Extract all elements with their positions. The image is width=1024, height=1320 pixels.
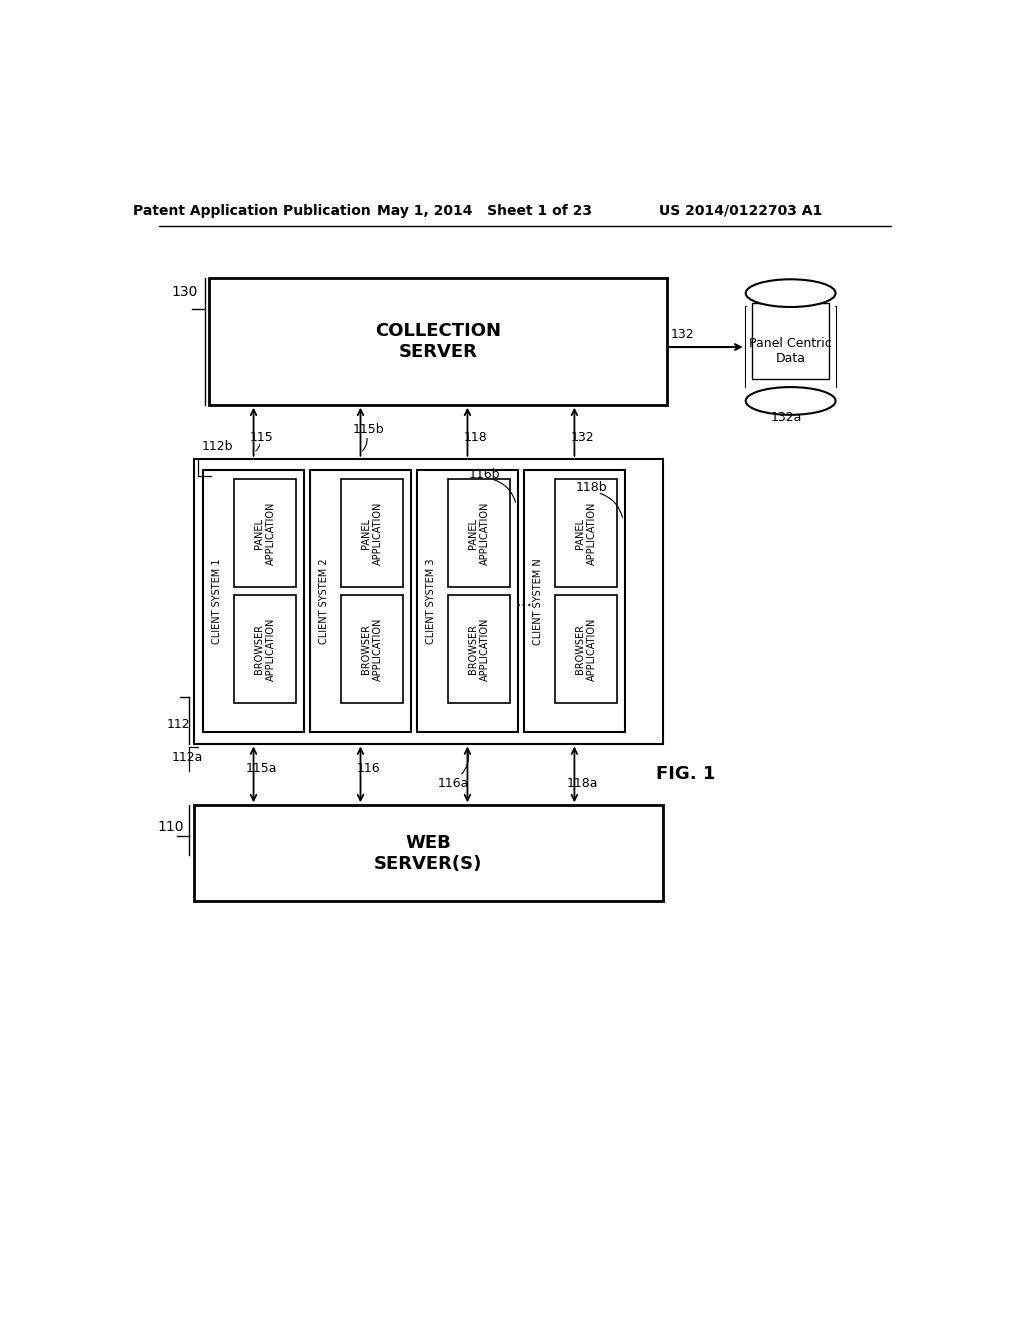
Text: 115b: 115b xyxy=(352,422,384,436)
Text: BROWSER
APPLICATION: BROWSER APPLICATION xyxy=(575,618,597,681)
Text: 112: 112 xyxy=(167,718,190,731)
FancyBboxPatch shape xyxy=(209,277,667,405)
Text: BROWSER
APPLICATION: BROWSER APPLICATION xyxy=(254,618,276,681)
Text: 132: 132 xyxy=(570,430,594,444)
FancyBboxPatch shape xyxy=(524,470,625,733)
Text: CLIENT SYSTEM 1: CLIENT SYSTEM 1 xyxy=(212,558,222,644)
Text: 112a: 112a xyxy=(172,751,204,764)
Text: FIG. 1: FIG. 1 xyxy=(656,766,716,783)
Text: 132a: 132a xyxy=(771,412,803,425)
FancyBboxPatch shape xyxy=(194,805,663,902)
FancyBboxPatch shape xyxy=(341,479,403,587)
Text: 115a: 115a xyxy=(246,762,278,775)
FancyBboxPatch shape xyxy=(203,470,304,733)
Text: PANEL
APPLICATION: PANEL APPLICATION xyxy=(575,502,597,565)
Text: 116: 116 xyxy=(356,762,380,775)
Text: PANEL
APPLICATION: PANEL APPLICATION xyxy=(468,502,489,565)
FancyBboxPatch shape xyxy=(449,479,510,587)
Text: 116b: 116b xyxy=(469,467,501,480)
Text: May 1, 2014   Sheet 1 of 23: May 1, 2014 Sheet 1 of 23 xyxy=(377,203,592,218)
Ellipse shape xyxy=(745,387,836,414)
Text: Patent Application Publication: Patent Application Publication xyxy=(133,203,371,218)
Text: 118: 118 xyxy=(463,430,487,444)
FancyBboxPatch shape xyxy=(555,479,617,587)
Text: US 2014/0122703 A1: US 2014/0122703 A1 xyxy=(658,203,822,218)
FancyBboxPatch shape xyxy=(745,308,836,401)
Text: 118b: 118b xyxy=(575,482,607,495)
Text: 116a: 116a xyxy=(438,777,469,791)
Text: CLIENT SYSTEM N: CLIENT SYSTEM N xyxy=(532,558,543,644)
Text: WEB
SERVER(S): WEB SERVER(S) xyxy=(374,834,482,873)
FancyBboxPatch shape xyxy=(310,470,411,733)
Ellipse shape xyxy=(745,280,836,308)
Text: 130: 130 xyxy=(171,285,198,298)
FancyBboxPatch shape xyxy=(194,459,663,743)
Text: 115: 115 xyxy=(250,430,273,444)
Text: PANEL
APPLICATION: PANEL APPLICATION xyxy=(254,502,276,565)
FancyBboxPatch shape xyxy=(341,595,403,702)
Text: BROWSER
APPLICATION: BROWSER APPLICATION xyxy=(361,618,383,681)
Text: COLLECTION
SERVER: COLLECTION SERVER xyxy=(375,322,501,360)
FancyBboxPatch shape xyxy=(417,470,518,733)
FancyBboxPatch shape xyxy=(449,595,510,702)
FancyBboxPatch shape xyxy=(234,595,296,702)
FancyBboxPatch shape xyxy=(234,479,296,587)
Text: CLIENT SYSTEM 2: CLIENT SYSTEM 2 xyxy=(319,558,329,644)
Text: 118a: 118a xyxy=(566,777,598,791)
FancyBboxPatch shape xyxy=(555,595,617,702)
Text: PANEL
APPLICATION: PANEL APPLICATION xyxy=(361,502,383,565)
Text: 112b: 112b xyxy=(202,440,232,453)
Text: CLIENT SYSTEM 3: CLIENT SYSTEM 3 xyxy=(426,558,436,644)
Text: Panel Centric
Data: Panel Centric Data xyxy=(750,337,831,364)
Text: BROWSER
APPLICATION: BROWSER APPLICATION xyxy=(468,618,489,681)
Text: 132: 132 xyxy=(671,329,694,342)
Text: ...: ... xyxy=(515,593,532,610)
Text: 110: 110 xyxy=(158,820,184,834)
FancyBboxPatch shape xyxy=(752,304,829,379)
